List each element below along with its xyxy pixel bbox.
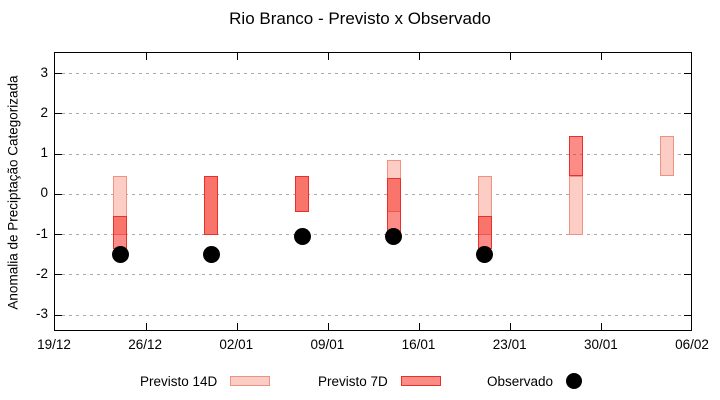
xtick-bottom-1 bbox=[145, 323, 147, 330]
ytick-left-3 bbox=[55, 73, 62, 75]
xtick-top-4 bbox=[419, 53, 421, 60]
x-tick-label-6: 30/01 bbox=[583, 337, 618, 352]
x-tick-label-3: 09/01 bbox=[310, 337, 345, 352]
forecast-14d-box-04-02 bbox=[659, 135, 674, 177]
xtick-top-3 bbox=[327, 53, 329, 60]
observed-dot-24-12 bbox=[111, 246, 129, 264]
forecast-14d-box-28-01 bbox=[568, 176, 583, 235]
xtick-top-5 bbox=[510, 53, 512, 60]
xtick-bottom-6 bbox=[601, 323, 603, 330]
plot-area bbox=[54, 52, 692, 331]
gridline-y-3 bbox=[55, 73, 691, 75]
gridline-y--2 bbox=[55, 274, 691, 276]
observed-dot-14-01 bbox=[385, 228, 403, 246]
legend-item-previsto-14d: Previsto 14D bbox=[140, 371, 271, 391]
ytick-left--1 bbox=[55, 234, 62, 236]
ytick-right-0 bbox=[684, 193, 691, 195]
xtick-top-6 bbox=[601, 53, 603, 60]
gridline-y-0 bbox=[55, 193, 691, 195]
y-tick-label-0: 0 bbox=[40, 185, 48, 201]
forecast-7d-box-14-01 bbox=[386, 178, 401, 233]
y-tick-label--3: -3 bbox=[35, 306, 48, 322]
ytick-right--1 bbox=[684, 234, 691, 236]
ytick-left--2 bbox=[55, 274, 62, 276]
forecast-7d-box-07-01 bbox=[295, 176, 310, 213]
legend-label-previsto-14d: Previsto 14D bbox=[140, 373, 218, 389]
y-tick-label-2: 2 bbox=[40, 104, 48, 120]
observed-dot-21-01 bbox=[476, 246, 494, 264]
x-tick-label-1: 26/12 bbox=[128, 337, 163, 352]
ytick-left-0 bbox=[55, 193, 62, 195]
y-tick-label-3: 3 bbox=[40, 64, 48, 80]
ytick-right--2 bbox=[684, 274, 691, 276]
gridline-y-2 bbox=[55, 113, 691, 115]
x-tick-label-2: 02/01 bbox=[219, 337, 254, 352]
xtick-bottom-5 bbox=[510, 323, 512, 330]
observed-dot-31-12 bbox=[202, 246, 220, 264]
ytick-left--3 bbox=[55, 314, 62, 316]
x-tick-label-5: 23/01 bbox=[492, 337, 527, 352]
forecast-7d-box-24-12 bbox=[113, 216, 128, 249]
xtick-bottom-2 bbox=[236, 323, 238, 330]
ytick-left-1 bbox=[55, 153, 62, 155]
gridline-y--3 bbox=[55, 314, 691, 316]
xtick-top-2 bbox=[236, 53, 238, 60]
gridline-y-1 bbox=[55, 153, 691, 155]
observed-dot-07-01 bbox=[293, 228, 311, 246]
ytick-right-3 bbox=[684, 73, 691, 75]
legend-label-previsto-7d: Previsto 7D bbox=[318, 373, 388, 389]
legend: Previsto 14D Previsto 7D Observado bbox=[0, 371, 720, 393]
x-tick-label-0: 19/12 bbox=[37, 337, 71, 352]
forecast-7d-box-31-12 bbox=[204, 176, 219, 235]
legend-item-observado: Observado bbox=[487, 371, 583, 391]
legend-swatch-14d-icon bbox=[230, 376, 271, 386]
ytick-right--3 bbox=[684, 314, 691, 316]
y-tick-label--2: -2 bbox=[35, 265, 48, 281]
chart-title: Rio Branco - Previsto x Observado bbox=[229, 9, 491, 28]
legend-swatch-7d-icon bbox=[400, 376, 441, 386]
xtick-bottom-3 bbox=[327, 323, 329, 330]
ytick-right-2 bbox=[684, 113, 691, 115]
x-tick-label-4: 16/01 bbox=[401, 337, 436, 352]
legend-label-observado: Observado bbox=[487, 373, 554, 389]
y-tick-label--1: -1 bbox=[35, 225, 48, 241]
ytick-right-1 bbox=[684, 153, 691, 155]
x-tick-label-7: 06/02 bbox=[675, 337, 709, 352]
gridline-y--1 bbox=[55, 234, 691, 236]
xtick-bottom-4 bbox=[419, 323, 421, 330]
y-tick-label-1: 1 bbox=[40, 145, 48, 161]
legend-item-previsto-7d: Previsto 7D bbox=[318, 371, 441, 391]
forecast-7d-box-21-01 bbox=[477, 216, 492, 249]
xtick-top-1 bbox=[145, 53, 147, 60]
ytick-left-2 bbox=[55, 113, 62, 115]
forecast-7d-box-28-01 bbox=[568, 135, 583, 177]
legend-dot-icon bbox=[566, 373, 583, 389]
